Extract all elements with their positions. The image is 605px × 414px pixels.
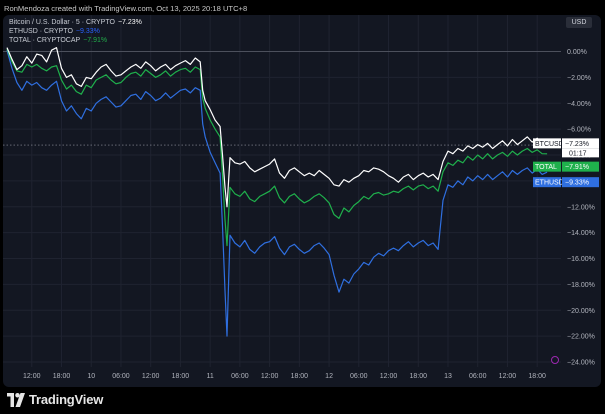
total-value-bg [562, 161, 599, 172]
legend-total-name: TOTAL · CRYPTOCAP [9, 37, 81, 44]
total-value: −7.91% [565, 164, 589, 171]
legend-btc-name: Bitcoin / U.S. Dollar · 5 · CRYPTO [9, 19, 115, 26]
x-tick-label: 13 [444, 373, 452, 380]
legend-eth-change: −9.33% [75, 28, 100, 35]
x-tick-label: 18:00 [291, 373, 309, 380]
x-tick-label: 12:00 [23, 373, 41, 380]
btcusd-countdown-bg [562, 148, 599, 158]
chart-svg[interactable]: 0.00%−2.00%−4.00%−6.00%−8.00%−10.00%−12.… [3, 15, 601, 387]
x-tick-label: 18:00 [409, 373, 427, 380]
btcusd-value: −7.23% [565, 141, 589, 148]
tradingview-brand: TradingView [29, 392, 104, 407]
y-tick-label: −20.00% [567, 308, 595, 315]
btcusd-countdown: 01:17 [569, 150, 587, 157]
currency-button[interactable]: USD [566, 17, 592, 28]
x-tick-label: 12:00 [261, 373, 279, 380]
top-bar: RonMendoza created with TradingView.com,… [0, 0, 605, 16]
series-line-total[interactable] [6, 48, 548, 247]
series-line-ethusd[interactable] [6, 50, 548, 337]
credit-text: RonMendoza created with TradingView.com,… [4, 4, 248, 13]
x-tick-label: 06:00 [112, 373, 130, 380]
y-tick-label: −4.00% [567, 101, 591, 108]
settings-marker-icon[interactable] [551, 356, 559, 364]
y-tick-label: 0.00% [567, 49, 587, 56]
legend-btc[interactable]: Bitcoin / U.S. Dollar · 5 · CRYPTO −7.23% [9, 19, 142, 26]
y-tick-label: −14.00% [567, 230, 595, 237]
x-tick-label: 06:00 [469, 373, 487, 380]
x-tick-label: 06:00 [231, 373, 249, 380]
y-tick-label: −18.00% [567, 282, 595, 289]
btcusd-label-bg [533, 138, 561, 149]
x-tick-label: 18:00 [528, 373, 546, 380]
x-tick-label: 11 [207, 373, 214, 380]
y-tick-label: −6.00% [567, 127, 591, 134]
x-tick-label: 06:00 [350, 373, 368, 380]
x-tick-label: 12:00 [142, 373, 160, 380]
btcusd-label: BTCUSD [535, 141, 564, 148]
x-tick-label: 12:00 [499, 373, 517, 380]
y-tick-label: −2.00% [567, 75, 591, 82]
btcusd-value-bg [562, 138, 599, 149]
x-tick-label: 10 [87, 373, 95, 380]
y-tick-label: −22.00% [567, 334, 595, 341]
ethusd-value-bg [562, 177, 599, 188]
y-tick-label: −16.00% [567, 256, 595, 263]
legend-btc-change: −7.23% [117, 19, 142, 26]
total-label-bg [533, 161, 561, 172]
x-tick-label: 12:00 [380, 373, 398, 380]
tradingview-logo-icon [7, 393, 25, 407]
legend-eth[interactable]: ETHUSD · CRYPTO −9.33% [9, 28, 100, 35]
ethusd-label-bg [533, 177, 561, 188]
legend-eth-name: ETHUSD · CRYPTO [9, 28, 73, 35]
chart-panel[interactable]: 0.00%−2.00%−4.00%−6.00%−8.00%−10.00%−12.… [3, 15, 601, 387]
x-tick-label: 12 [325, 373, 333, 380]
y-tick-label: −12.00% [567, 204, 595, 211]
x-tick-label: 18:00 [53, 373, 71, 380]
footer: TradingView [0, 387, 605, 414]
x-tick-label: 18:00 [172, 373, 190, 380]
y-tick-label: −24.00% [567, 360, 595, 367]
total-label: TOTAL [535, 164, 557, 171]
series-line-btcusd[interactable] [6, 47, 548, 208]
ethusd-label: ETHUSD [535, 180, 564, 187]
legend-total[interactable]: TOTAL · CRYPTOCAP −7.91% [9, 37, 107, 44]
legend-total-change: −7.91% [83, 37, 108, 44]
ethusd-value: −9.33% [565, 180, 589, 187]
